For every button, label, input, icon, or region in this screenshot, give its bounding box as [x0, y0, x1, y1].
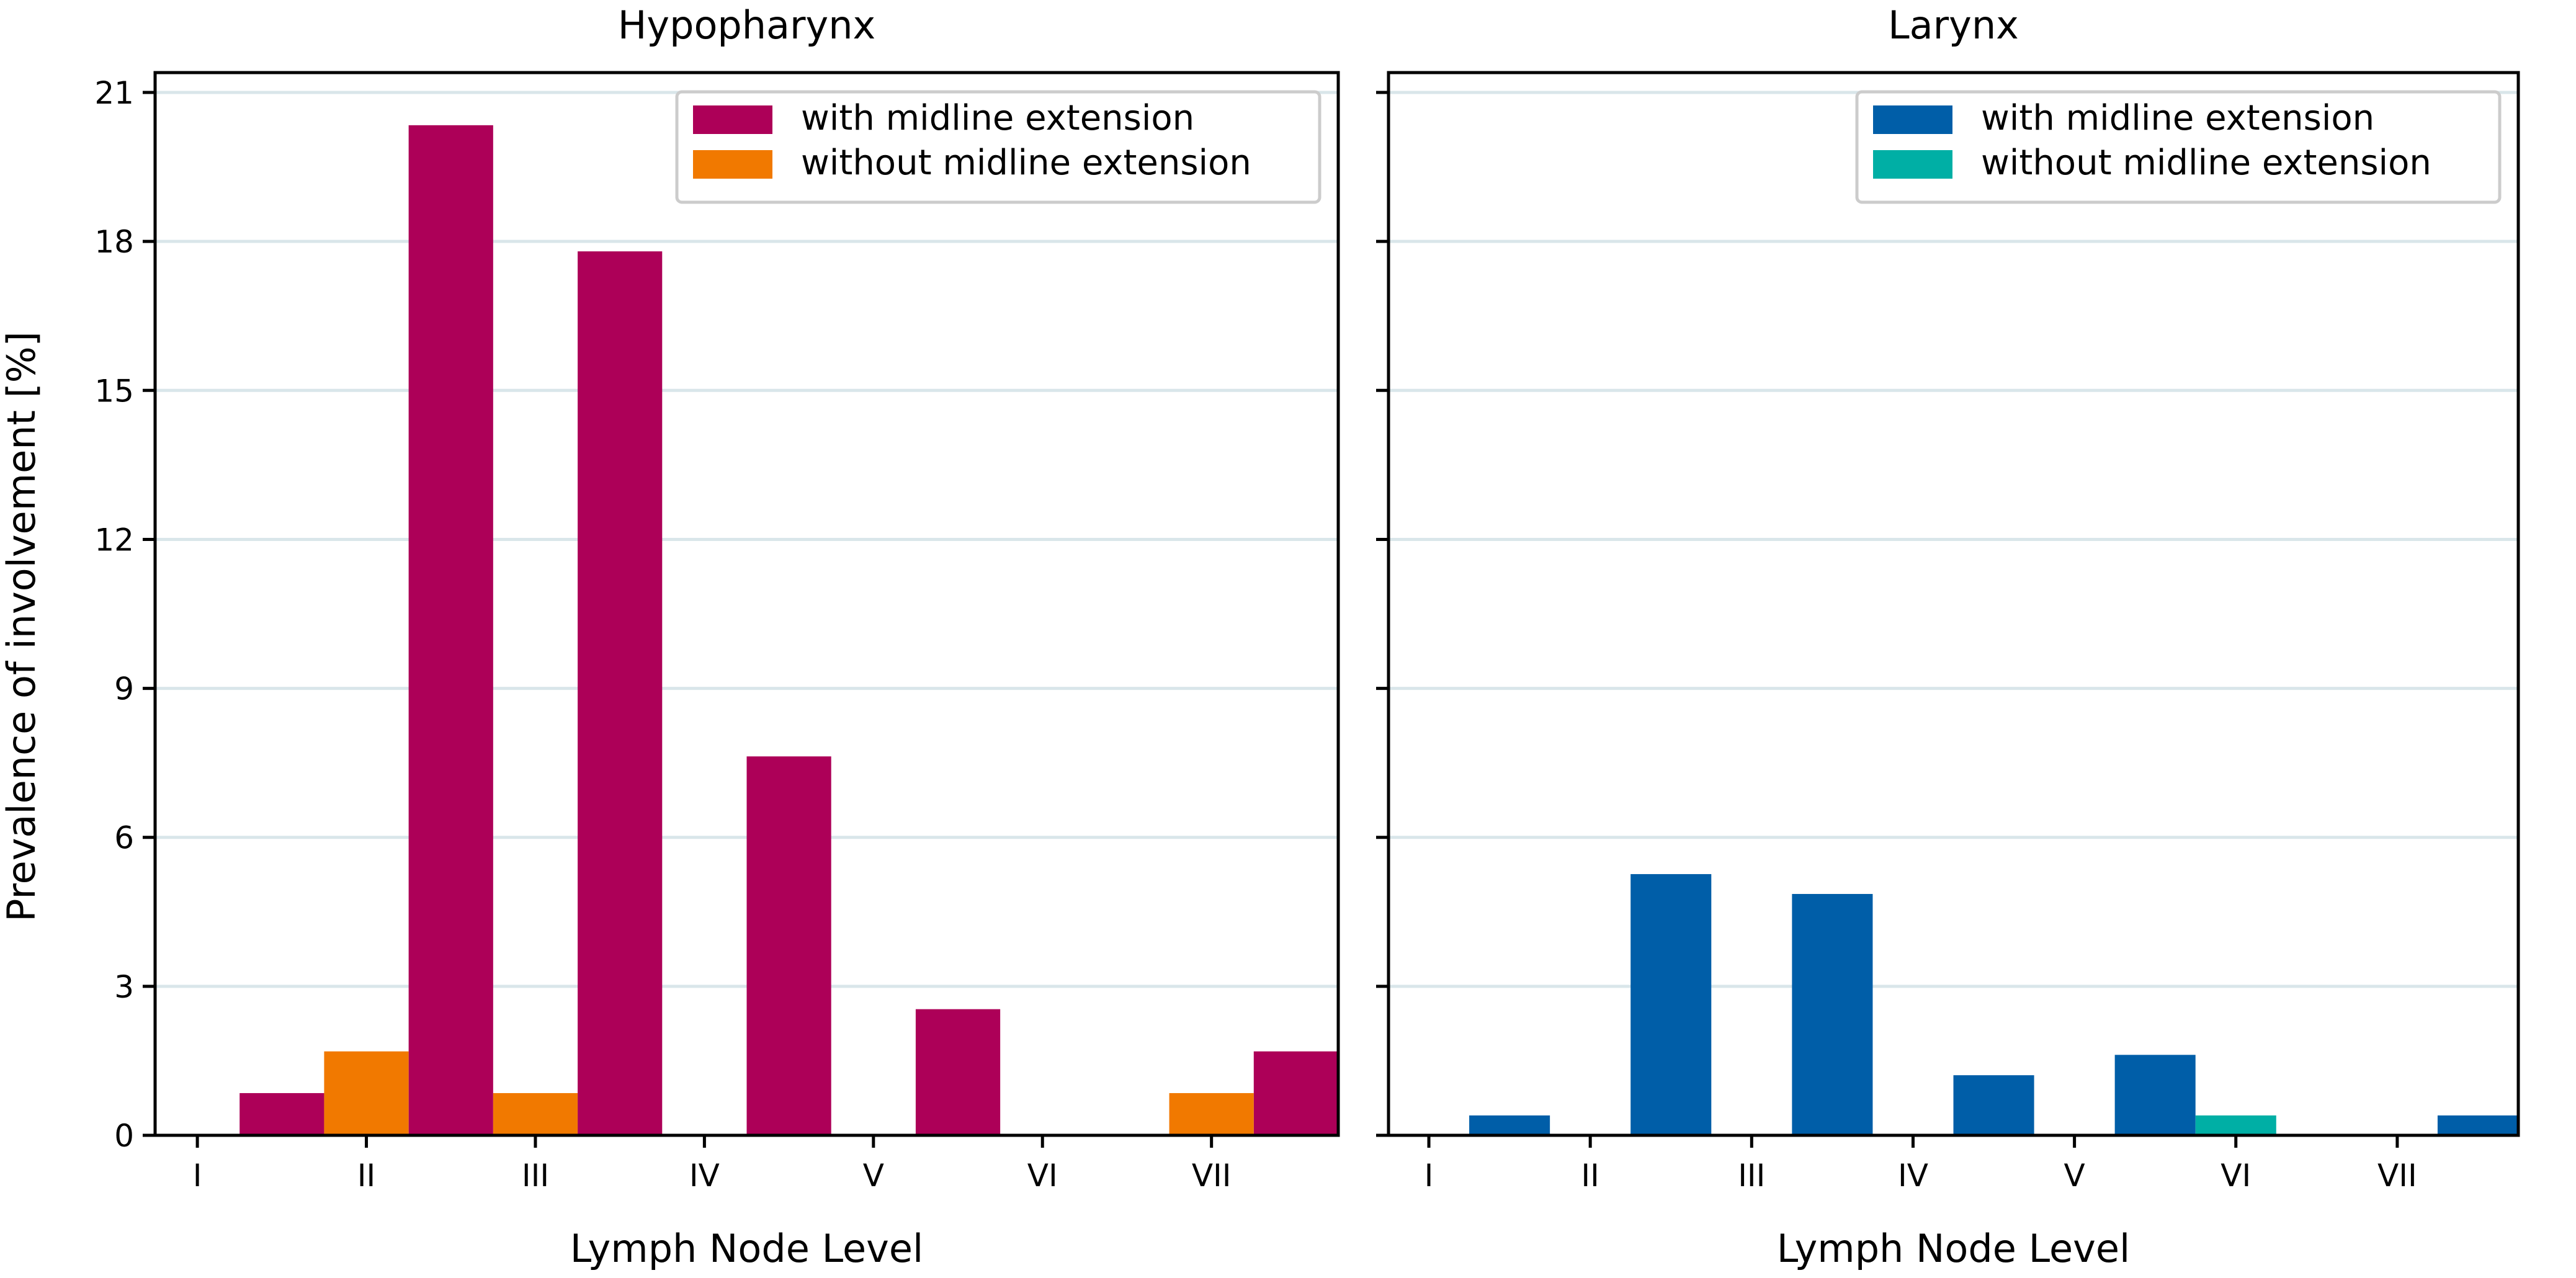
legend-box: [1855, 90, 2502, 204]
y-tick-label: 12: [94, 522, 134, 558]
legend-label: without midline extension: [1981, 143, 2431, 183]
legend-swatch: [1873, 150, 1952, 179]
x-axis-label: Lymph Node Level: [570, 1226, 923, 1271]
x-tick-label: VII: [1192, 1158, 1232, 1194]
legend-swatch: [693, 105, 772, 134]
x-tick-label: VII: [2377, 1158, 2417, 1194]
legend-swatch: [1873, 105, 1952, 134]
x-tick-label: I: [1424, 1158, 1434, 1194]
x-tick-label: I: [193, 1158, 202, 1194]
bar-with-midline-IV: [746, 756, 831, 1135]
bar-with-midline-V: [2114, 1055, 2196, 1135]
y-tick-label: 18: [94, 224, 134, 260]
y-tick-label: 0: [114, 1118, 134, 1154]
x-tick-label: VI: [1027, 1158, 1058, 1194]
bar-without-midline-VI: [2195, 1115, 2276, 1135]
x-tick-label: IV: [1898, 1158, 1928, 1194]
x-tick-label: III: [1738, 1158, 1765, 1194]
bar-with-midline-III: [578, 251, 663, 1135]
x-tick-label: V: [2064, 1158, 2085, 1194]
x-tick-label: IV: [689, 1158, 720, 1194]
axes-frame: [1387, 71, 2520, 1137]
x-tick-label: VI: [2220, 1158, 2251, 1194]
bar-with-midline-VII: [1253, 1051, 1338, 1135]
x-tick-label: III: [522, 1158, 549, 1194]
bar-with-midline-V: [915, 1009, 1001, 1135]
bar-with-midline-VII: [2437, 1115, 2518, 1135]
bar-without-midline-III: [493, 1093, 578, 1135]
x-tick-label: V: [863, 1158, 884, 1194]
x-axis-label: Lymph Node Level: [1777, 1226, 2130, 1271]
bar-without-midline-VII: [1169, 1093, 1254, 1135]
panel-title: Larynx: [1888, 2, 2019, 48]
x-tick-label: II: [357, 1158, 376, 1194]
legend-label: with midline extension: [801, 98, 1194, 138]
bar-with-midline-I: [239, 1093, 324, 1135]
legend-label: without midline extension: [801, 143, 1251, 183]
bar-with-midline-III: [1792, 893, 1873, 1135]
axes-frame: [153, 71, 1340, 1137]
legend-swatch: [693, 150, 772, 179]
y-tick-label: 21: [94, 75, 134, 111]
y-tick-label: 15: [94, 373, 134, 409]
bar-with-midline-I: [1469, 1115, 1550, 1135]
y-tick-label: 3: [114, 969, 134, 1005]
legend-label: with midline extension: [1981, 98, 2374, 138]
legend-box: [675, 90, 1322, 204]
y-tick-label: 6: [114, 820, 134, 856]
bar-with-midline-IV: [1953, 1075, 2034, 1135]
bar-with-midline-II: [1630, 874, 1712, 1135]
x-tick-label: II: [1581, 1158, 1599, 1194]
panel-title: Hypopharynx: [618, 2, 875, 48]
bar-with-midline-II: [408, 125, 493, 1136]
y-tick-label: 9: [114, 671, 134, 707]
figure-ylabel: Prevalence of involvement [%]: [0, 331, 44, 922]
bar-without-midline-II: [324, 1051, 409, 1135]
